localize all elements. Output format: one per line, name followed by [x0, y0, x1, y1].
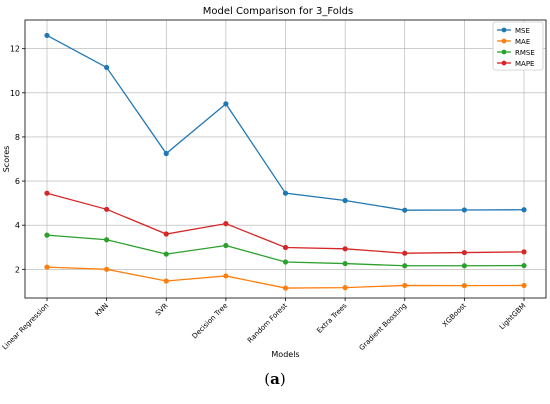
data-point	[461, 263, 467, 269]
grid	[25, 20, 546, 298]
data-point	[44, 32, 50, 39]
data-point	[402, 263, 408, 269]
legend-label: MSE	[515, 27, 530, 35]
data-point	[402, 250, 408, 256]
series-rmse	[44, 232, 527, 269]
data-point	[461, 283, 467, 289]
data-point	[44, 190, 50, 196]
x-tick-label: Linear Regression	[1, 302, 51, 352]
data-point	[44, 264, 50, 270]
data-point	[342, 246, 348, 252]
y-tick-label: 8	[15, 133, 20, 142]
legend: MSE MAE RMSE MAPE	[492, 21, 544, 71]
data-point	[282, 285, 289, 291]
y-tick-label: 2	[15, 265, 20, 274]
legend-marker	[501, 60, 507, 66]
data-point	[461, 207, 467, 213]
data-point	[163, 231, 169, 237]
data-point	[521, 207, 527, 213]
caption-label: a	[270, 370, 280, 388]
legend-box	[492, 21, 544, 71]
series-lines	[44, 32, 527, 291]
data-point	[104, 266, 110, 272]
x-tick-label: XGBoost	[441, 302, 468, 329]
data-point	[223, 221, 229, 227]
data-point	[104, 206, 110, 212]
x-tick-label: Decision Tree	[191, 302, 230, 341]
data-point	[521, 249, 527, 255]
data-point	[342, 260, 348, 267]
y-tick-label: 4	[15, 221, 20, 230]
data-point	[163, 251, 169, 257]
data-point	[282, 190, 289, 196]
y-tick-label: 10	[10, 89, 20, 98]
data-point	[104, 64, 110, 71]
series-mape	[44, 190, 527, 256]
x-tick-label: Gradient Boosting	[358, 302, 408, 352]
chart-title: Model Comparison for 3_Folds	[203, 6, 353, 17]
data-point	[402, 207, 408, 213]
series-mse	[44, 32, 527, 213]
series-mae	[44, 264, 527, 291]
data-point	[223, 273, 229, 279]
legend-label: MAE	[515, 38, 530, 46]
data-point	[223, 242, 229, 249]
data-point	[163, 278, 169, 284]
x-axis: Linear Regression KNN SVR Decision Tree Rand…	[1, 298, 528, 352]
x-tick-label: KNN	[94, 302, 110, 318]
data-point	[104, 237, 110, 243]
data-point	[223, 101, 229, 107]
legend-marker	[501, 49, 507, 55]
x-tick-label: SVR	[154, 302, 170, 318]
data-point	[342, 197, 348, 204]
legend-label: RMSE	[515, 49, 535, 57]
legend-marker	[501, 38, 507, 44]
data-point	[342, 285, 348, 291]
y-tick-label: 12	[10, 45, 20, 54]
data-point	[282, 259, 289, 265]
data-point	[44, 232, 50, 238]
legend-marker	[501, 27, 507, 33]
y-tick-label: 6	[15, 177, 20, 186]
data-point	[163, 150, 169, 157]
x-tick-label: Random Forest	[246, 302, 289, 345]
figure-caption: (a)	[264, 370, 286, 388]
data-point	[521, 262, 527, 269]
data-point	[402, 282, 408, 289]
data-point	[521, 282, 527, 289]
x-tick-label: LightGBM	[498, 302, 528, 332]
y-axis-label: Scores	[2, 146, 11, 173]
x-axis-label: Models	[271, 350, 299, 359]
data-point	[282, 244, 289, 251]
data-point	[461, 249, 467, 256]
legend-label: MAPE	[515, 60, 534, 68]
y-axis: 2 4 6 8 10 12	[10, 45, 25, 274]
x-tick-label: Extra Trees	[315, 302, 348, 335]
